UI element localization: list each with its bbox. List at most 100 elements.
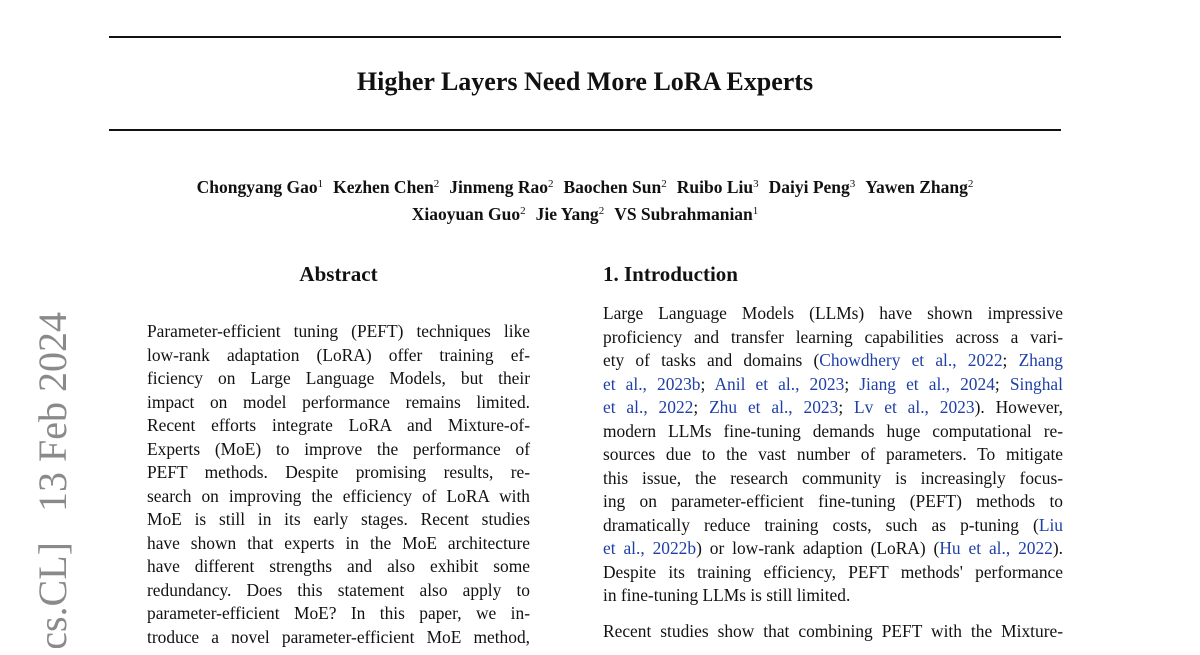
text: ; (1002, 350, 1019, 370)
text-line: search on improving the efficiency of Lo… (147, 485, 530, 506)
text-line: Parameter-efficient tuning (PEFT) techni… (147, 321, 530, 341)
text: ; (700, 373, 715, 394)
citation[interactable]: Anil et al., 2023 (714, 373, 845, 394)
author: Jie Yang2 (536, 204, 605, 224)
author: Yawen Zhang2 (865, 177, 973, 197)
text-line: have different strengths and also exhibi… (147, 556, 530, 576)
text: ). However, (974, 397, 1063, 417)
paragraph: Large Language Models (LLMs) have shown … (603, 302, 1063, 608)
paper-title: Higher Layers Need More LoRA Experts (356, 67, 814, 96)
author-row: Xiaoyuan Guo2 Jie Yang2 VS Subrahmanian1 (100, 199, 1070, 226)
affiliation: 1 (317, 178, 324, 190)
section-heading: Abstract (299, 262, 378, 286)
text-line: modern LLMs fine-tuning demands huge com… (603, 420, 1063, 444)
citation[interactable]: et al., 2022b (603, 538, 697, 558)
text: ; (844, 373, 860, 394)
bottom-rule (109, 129, 1061, 131)
text: Recent studies show that combining PEFT … (603, 620, 1063, 641)
author: Daiyi Peng3 (769, 177, 856, 197)
side-stamp-area: [cs.CL] 13 Feb 2024 (30, 312, 75, 648)
text-line: et al., 2022; Zhu et al., 2023; Lv et al… (603, 396, 1063, 420)
author: Chongyang Gao1 (197, 177, 324, 197)
citation[interactable]: Hu et al., 2022 (939, 538, 1053, 558)
author-name: Jinmeng Rao (449, 177, 548, 197)
text-line: ficiency on Large Language Models, but t… (147, 368, 530, 388)
author-list: Chongyang Gao1 Kezhen Chen2 Jinmeng Rao2 Ba… (100, 172, 1070, 226)
text: in fine-tuning LLMs is still limited. (603, 585, 851, 605)
text-line: PEFT methods. Despite promising results,… (147, 462, 530, 482)
text: sources due to the vast number of parame… (603, 444, 1063, 464)
author: Baochen Sun2 (563, 177, 666, 197)
text: ety of tasks and domains ( (603, 350, 820, 370)
author-name: Baochen Sun (563, 177, 662, 197)
abstract-body: Parameter-efficient tuning (PEFT) techni… (147, 320, 530, 649)
affiliation: 2 (520, 205, 526, 217)
text: proficiency and transfer learning capabi… (603, 326, 1063, 347)
text: Large Language Models (LLMs) have shown … (603, 303, 1063, 323)
text-line: impact on model performance remains limi… (147, 391, 530, 412)
affiliation: 2 (967, 178, 974, 190)
affiliation: 3 (849, 178, 856, 190)
author: Jinmeng Rao2 (449, 177, 553, 197)
text: dramatically reduce training costs, such… (603, 514, 1039, 535)
citation[interactable]: Chowdhery et al., 2022 (819, 350, 1003, 370)
text-line: Despite its training efficiency, PEFT me… (603, 561, 1063, 585)
text-line: MoE is still in its early stages. Recent… (147, 509, 530, 529)
author-name: VS Subrahmanian (614, 204, 753, 224)
text: ; (994, 373, 1010, 394)
text-line: Recent efforts integrate LoRA and Mixtur… (147, 415, 530, 435)
text-line: ing on parameter-efficient fine-tuning (… (603, 490, 1063, 514)
text-line: Recent studies show that combining PEFT … (603, 620, 1063, 644)
citation[interactable]: Singhal (1009, 373, 1063, 394)
author-name: Jie Yang (535, 204, 599, 224)
author-name: Yawen Zhang (865, 177, 968, 197)
affiliation: 2 (547, 178, 554, 190)
citation[interactable]: Zhang (1018, 350, 1063, 370)
text-line: in fine-tuning LLMs is still limited. (603, 584, 1063, 608)
affiliation: 2 (598, 205, 605, 217)
introduction-body: Large Language Models (LLMs) have shown … (603, 302, 1063, 655)
text-line: Large Language Models (LLMs) have shown … (603, 302, 1063, 326)
text-line: this issue, the research community is in… (603, 467, 1063, 491)
top-rule (109, 36, 1061, 38)
text: modern LLMs fine-tuning demands huge com… (603, 420, 1063, 441)
author-name: Daiyi Peng (768, 177, 850, 197)
text-line: ety of tasks and domains (Chowdhery et a… (603, 349, 1063, 373)
author-name: Kezhen Chen (333, 177, 434, 197)
text-line: low-rank adaptation (LoRA) offer trainin… (147, 344, 530, 365)
author: VS Subrahmanian1 (614, 204, 758, 224)
text-line: have shown that experts in the MoE archi… (147, 532, 530, 553)
text: ; (838, 397, 855, 417)
author: Ruibo Liu3 (677, 177, 759, 197)
affiliation: 3 (753, 178, 759, 190)
section-heading: 1. Introduction (603, 262, 738, 286)
affiliation: 2 (661, 178, 667, 190)
text: ing on parameter-efficient fine-tuning (… (603, 491, 1063, 511)
text-line: redundancy. Does this statement also app… (147, 579, 530, 600)
text: ). (1052, 538, 1064, 558)
author-name: Xiaoyuan Guo (411, 204, 521, 224)
text-line: proficiency and transfer learning capabi… (603, 326, 1063, 350)
citation[interactable]: Zhu et al., 2023 (709, 397, 839, 417)
citation[interactable]: Liu (1038, 514, 1063, 535)
citation[interactable]: Lv et al., 2023 (854, 397, 975, 417)
text: Despite its training efficiency, PEFT me… (603, 561, 1063, 582)
text-line: parameter-efficient MoE? In this paper, … (147, 603, 530, 623)
citation[interactable]: et al., 2023b (603, 373, 701, 394)
author-name: Chongyang Gao (196, 177, 318, 197)
author-row: Chongyang Gao1 Kezhen Chen2 Jinmeng Rao2 Ba… (100, 172, 1070, 199)
text: ) or low-rank adaption (LoRA) ( (696, 538, 940, 558)
arxiv-stamp: [cs.CL] 13 Feb 2024 (30, 312, 75, 648)
affiliation: 2 (433, 178, 440, 190)
author: Xiaoyuan Guo2 (412, 204, 526, 224)
text: this issue, the research community is in… (603, 467, 1063, 488)
text-line: dramatically reduce training costs, such… (603, 514, 1063, 538)
text-line: et al., 2023b; Anil et al., 2023; Jiang … (603, 373, 1063, 397)
citation[interactable]: et al., 2022 (603, 397, 694, 417)
citation[interactable]: Jiang et al., 2024 (859, 373, 995, 394)
paragraph: Recent studies show that combining PEFT … (603, 620, 1063, 644)
affiliation: 1 (752, 205, 759, 217)
author-name: Ruibo Liu (676, 177, 754, 197)
text-line: et al., 2022b) or low-rank adaption (LoR… (603, 537, 1063, 561)
